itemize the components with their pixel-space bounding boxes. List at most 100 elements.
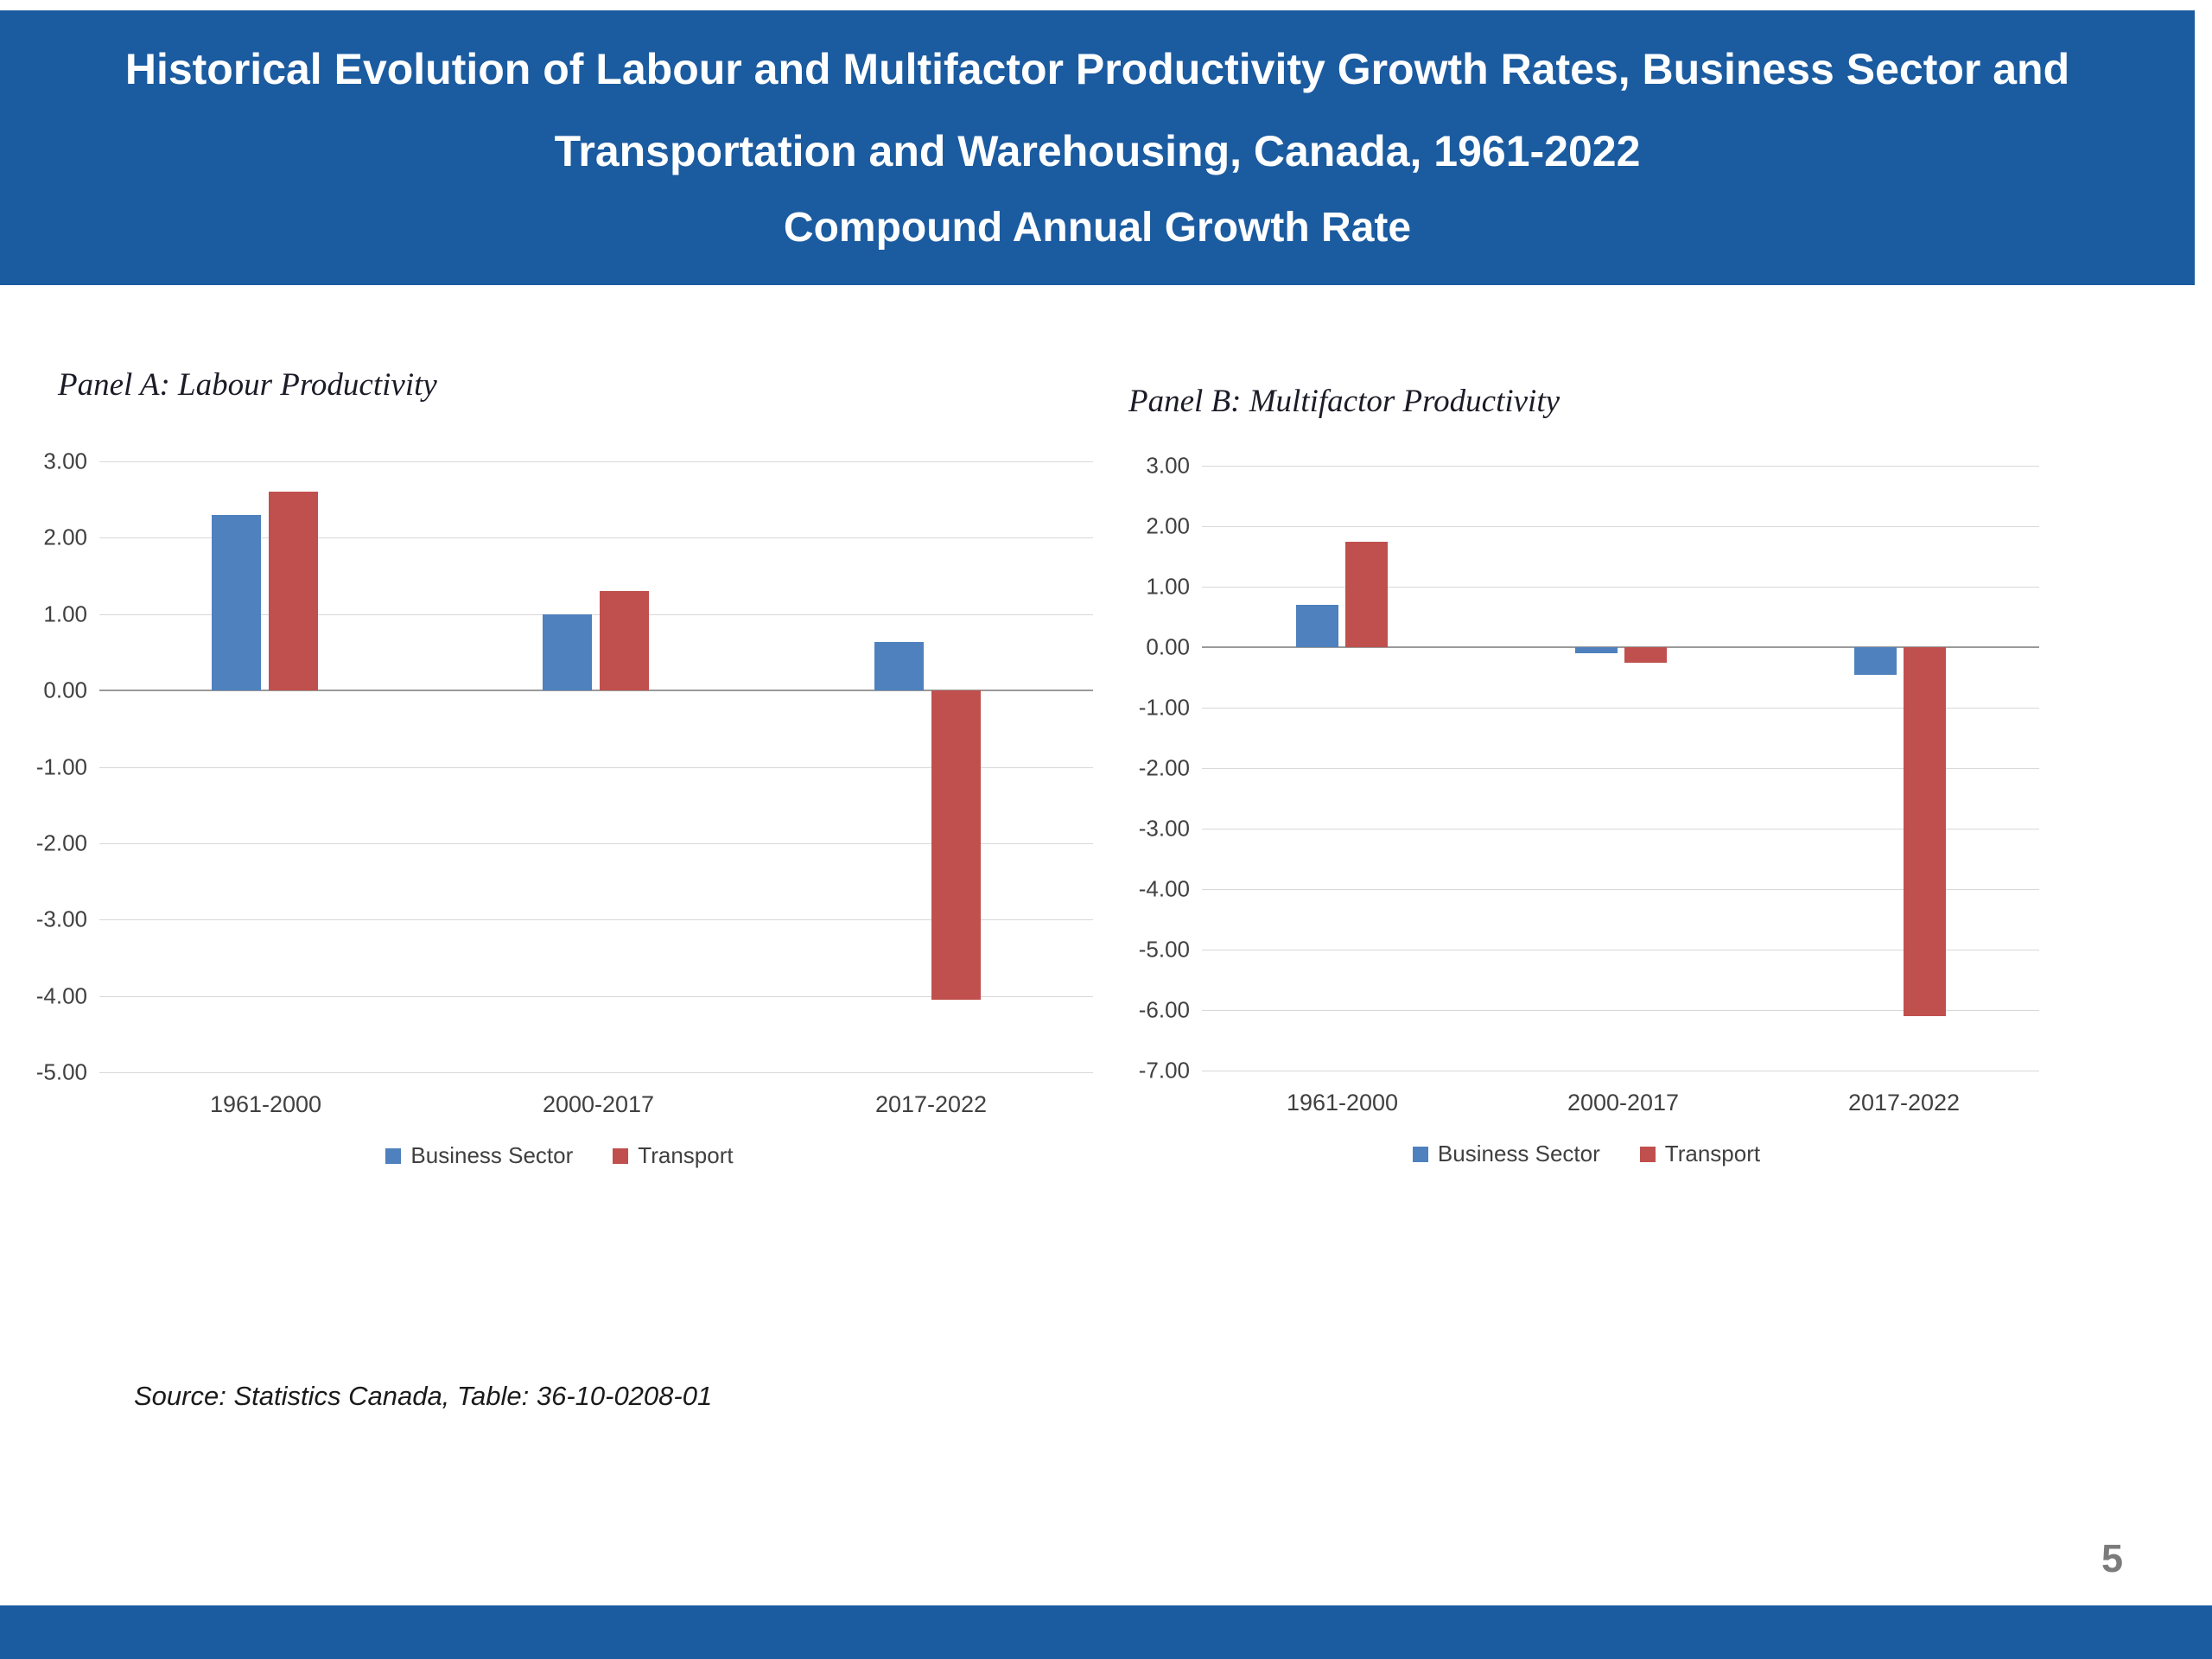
y-tick-label: 0.00 xyxy=(1146,633,1190,660)
x-category-label: 2000-2017 xyxy=(1567,1090,1680,1116)
source-note: Source: Statistics Canada, Table: 36-10-… xyxy=(134,1381,713,1411)
gridline xyxy=(99,766,1093,768)
bar-group-2000-2017 xyxy=(430,461,761,1072)
slide-title-line-1: Historical Evolution of Labour and Multi… xyxy=(124,45,2070,93)
bar-slot xyxy=(874,461,924,1072)
y-tick-label: 2.00 xyxy=(1146,512,1190,539)
y-tick-label: -5.00 xyxy=(1138,936,1190,963)
y-tick-label: 3.00 xyxy=(1146,452,1190,479)
panel-a-chart: Panel A: Labour Productivity 3.00 2.00 1.0… xyxy=(22,368,1097,1169)
slide-title-line-2: Transportation and Warehousing, Canada, … xyxy=(554,127,1641,175)
footer-bar xyxy=(0,1605,2212,1659)
y-tick-label: -5.00 xyxy=(35,1058,87,1085)
zero-axis-line xyxy=(99,690,1093,692)
gridline xyxy=(1202,526,2039,527)
bar-transport-1961-2000 xyxy=(1344,541,1388,647)
bar-transport-2000-2017 xyxy=(1624,647,1667,663)
y-tick-label: 1.00 xyxy=(43,601,87,627)
gridline xyxy=(1202,466,2039,467)
legend-label: Transport xyxy=(638,1142,734,1168)
bar-transport-2017-2022 xyxy=(1903,647,1946,1016)
legend-item: Transport xyxy=(613,1142,734,1169)
legend-swatch xyxy=(1639,1146,1656,1162)
gridline xyxy=(99,842,1093,844)
legend: Business Sector Transport xyxy=(22,1142,1097,1169)
bar-business-sector-2017-2022 xyxy=(1853,647,1897,675)
panel-a-plot-region: 3.00 2.00 1.00 0.00 -1.00 -2.00 -3.00 -4.00 -5.0… xyxy=(22,448,1097,1085)
y-tick-label: -6.00 xyxy=(1138,996,1190,1023)
legend-swatch xyxy=(385,1147,402,1164)
legend-item: Business Sector xyxy=(1412,1141,1600,1167)
bar-slot xyxy=(543,461,593,1072)
bar-slot xyxy=(1853,466,1897,1071)
y-tick-label: -3.00 xyxy=(35,906,87,932)
gridline xyxy=(1202,889,2039,890)
page-number: 5 xyxy=(2101,1536,2124,1580)
bar-business-sector-1961-2000 xyxy=(1295,605,1338,647)
bar-group-2017-2022 xyxy=(762,461,1093,1072)
y-tick-label: -2.00 xyxy=(1138,754,1190,781)
header: Historical Evolution of Labour and Multi… xyxy=(0,10,2195,285)
bar-slot xyxy=(1295,466,1338,1071)
bar-slot xyxy=(212,461,262,1072)
plot-area xyxy=(1202,466,2039,1071)
y-tick-label: -2.00 xyxy=(35,830,87,856)
bar-business-sector-1961-2000 xyxy=(212,514,262,691)
legend-item: Business Sector xyxy=(385,1142,573,1169)
x-axis-labels: 1961-2000 2000-2017 2017-2022 xyxy=(1202,1071,2044,1116)
y-tick-label: 2.00 xyxy=(43,524,87,550)
y-tick-label: 0.00 xyxy=(43,677,87,703)
legend-label: Business Sector xyxy=(1437,1141,1600,1166)
legend-swatch xyxy=(1412,1146,1428,1162)
bar-slot xyxy=(1344,466,1388,1071)
legend-item: Transport xyxy=(1639,1141,1760,1167)
x-category-label: 2000-2017 xyxy=(542,1091,655,1117)
x-category-label: 1961-2000 xyxy=(209,1091,322,1117)
bar-transport-1961-2000 xyxy=(269,492,319,691)
gridline xyxy=(1202,829,2039,830)
bar-group-2017-2022 xyxy=(1760,466,2039,1071)
gridline xyxy=(99,537,1093,539)
y-tick-label: 1.00 xyxy=(1146,573,1190,600)
gridline xyxy=(1202,708,2039,709)
x-axis-row: 1961-2000 2000-2017 2017-2022 xyxy=(22,1072,1097,1118)
bar-groups xyxy=(1202,466,2039,1071)
y-tick-label: 3.00 xyxy=(43,448,87,474)
x-axis-labels: 1961-2000 2000-2017 2017-2022 xyxy=(99,1072,1097,1118)
panel-a-title: Panel A: Labour Productivity xyxy=(58,367,437,403)
gridline xyxy=(1202,587,2039,588)
bar-groups xyxy=(99,461,1093,1072)
bar-group-1961-2000 xyxy=(99,461,430,1072)
bar-slot xyxy=(1903,466,1946,1071)
panel-b-chart: Panel B: Multifactor Productivity 3.00 2.… xyxy=(1128,385,2044,1167)
y-tick-label: -4.00 xyxy=(35,982,87,1009)
gridline xyxy=(1202,768,2039,769)
y-axis-labels: 3.00 2.00 1.00 0.00 -1.00 -2.00 -3.00 -4.00 -5.0… xyxy=(1128,453,1202,1084)
x-category-label: 1961-2000 xyxy=(1286,1090,1399,1116)
bar-group-1961-2000 xyxy=(1202,466,1481,1071)
y-tick-label: -1.00 xyxy=(35,753,87,779)
legend-swatch xyxy=(613,1147,629,1164)
bar-slot xyxy=(600,461,650,1072)
bar-group-2000-2017 xyxy=(1481,466,1760,1071)
gridline xyxy=(99,1072,1093,1073)
y-tick-label: -1.00 xyxy=(1138,694,1190,721)
bar-slot xyxy=(269,461,319,1072)
x-category-label: 2017-2022 xyxy=(874,1091,988,1117)
bar-slot xyxy=(931,461,981,1072)
gridline xyxy=(99,461,1093,462)
legend-label: Business Sector xyxy=(410,1142,574,1168)
panel-b-title: Panel B: Multifactor Productivity xyxy=(1128,384,1560,419)
gridline xyxy=(99,919,1093,921)
gridline xyxy=(99,995,1093,997)
bar-transport-2000-2017 xyxy=(600,591,650,691)
bar-slot xyxy=(1624,466,1667,1071)
y-tick-label: -4.00 xyxy=(1138,875,1190,902)
gridline xyxy=(99,613,1093,615)
x-axis-row: 1961-2000 2000-2017 2017-2022 xyxy=(1128,1071,2044,1116)
bar-business-sector-2000-2017 xyxy=(543,613,593,691)
x-category-label: 2017-2022 xyxy=(1847,1090,1961,1116)
legend: Business Sector Transport xyxy=(1128,1141,2044,1167)
bar-slot xyxy=(1574,466,1618,1071)
slide-title-line-3: Compound Annual Growth Rate xyxy=(783,205,1412,251)
